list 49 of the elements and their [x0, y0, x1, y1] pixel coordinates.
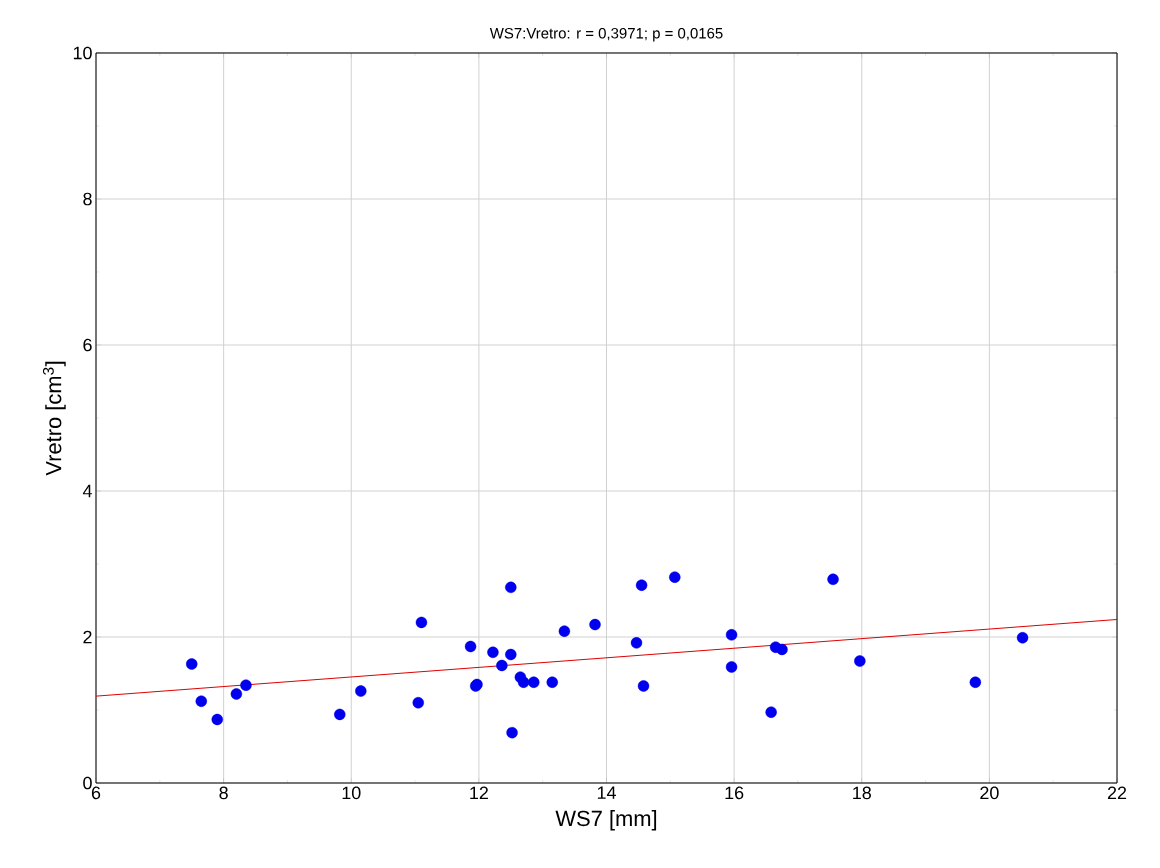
- y-tick-label: 8: [83, 192, 92, 206]
- point: [487, 646, 499, 659]
- point: [589, 618, 601, 631]
- point: [528, 676, 540, 688]
- point: [415, 616, 428, 629]
- point: [630, 637, 643, 649]
- point: [412, 697, 424, 709]
- point: [496, 659, 508, 672]
- point: [546, 676, 558, 688]
- point: [854, 655, 866, 667]
- point: [725, 661, 738, 673]
- chart-title: WS7:Vretro: r = 0,3971; p = 0,0165: [489, 27, 723, 42]
- x-tick-label: 16: [725, 786, 744, 800]
- point: [725, 629, 738, 641]
- point: [355, 685, 367, 697]
- point: [776, 643, 788, 656]
- x-axis-title: WS7 [mm]: [555, 810, 657, 831]
- point: [186, 658, 198, 670]
- point: [558, 625, 571, 637]
- y-tick-label: 0: [83, 776, 92, 790]
- x-tick-label: 18: [853, 786, 871, 800]
- point: [669, 571, 681, 583]
- x-tick-label: 14: [597, 786, 616, 799]
- point: [240, 679, 252, 691]
- point: [464, 640, 477, 653]
- y-tick-label: 4: [82, 484, 92, 498]
- point: [505, 648, 517, 661]
- x-tick-label: 22: [1107, 786, 1127, 800]
- point: [635, 579, 648, 591]
- point: [969, 676, 982, 688]
- x-tick-label: 20: [980, 786, 999, 800]
- x-tick-label: 10: [342, 786, 361, 800]
- point: [334, 708, 346, 721]
- y-axis-title: Vretro [cm$^{3}$]: [42, 361, 66, 476]
- point: [506, 726, 518, 739]
- y-tick-label: 2: [83, 630, 92, 644]
- point: [1016, 632, 1029, 644]
- y-tick-label: 6: [83, 338, 92, 352]
- y-tick-label: 10: [73, 46, 92, 60]
- x-tick-label: 8: [219, 786, 228, 800]
- point: [211, 713, 223, 726]
- point: [195, 695, 207, 707]
- point: [827, 573, 839, 586]
- point: [637, 680, 650, 692]
- x-tick-label: 12: [470, 786, 488, 800]
- point: [765, 706, 777, 718]
- point: [505, 581, 517, 594]
- point: [230, 688, 243, 700]
- point: [517, 676, 530, 688]
